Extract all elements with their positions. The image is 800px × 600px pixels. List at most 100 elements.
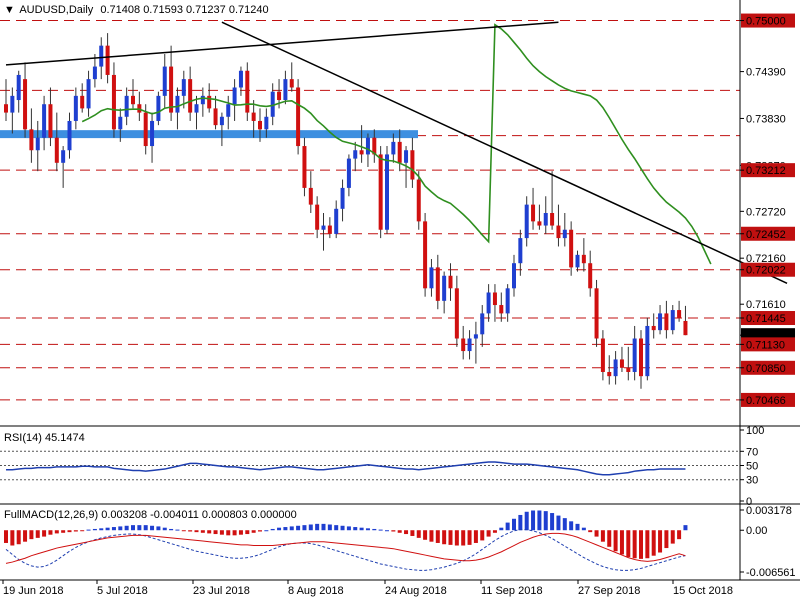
macd-bar-63: [404, 530, 409, 535]
price-panel[interactable]: [0, 0, 740, 424]
macd-bar-70: [448, 530, 453, 545]
candle-body-30: [194, 104, 199, 113]
macd-bar-68: [435, 530, 440, 543]
candle-body-69: [442, 275, 447, 301]
macd-bar-13: [86, 529, 91, 531]
level-price-box-13: [741, 360, 795, 375]
macd-bar-92: [588, 530, 593, 533]
macd-bar-79: [505, 522, 510, 531]
macd-bar-96: [613, 530, 618, 552]
macd-bar-90: [575, 523, 580, 531]
macd-bar-48: [308, 524, 313, 531]
support-resistance-lines: [0, 20, 740, 401]
candle-body-13: [86, 79, 91, 109]
macd-bar-56: [359, 527, 364, 531]
candle-body-42: [270, 91, 275, 117]
candle-body-49: [315, 204, 320, 230]
macd-bar-0: [4, 530, 8, 543]
price-label-1: 0.74390: [746, 67, 786, 79]
macd-bar-54: [346, 526, 351, 531]
candle-body-100: [639, 338, 643, 377]
candle-body-50: [321, 225, 326, 230]
candle-body-19: [124, 95, 129, 117]
candle-body-88: [562, 229, 567, 239]
candle-body-1: [10, 95, 15, 113]
macd-bar-64: [410, 530, 415, 536]
candle-body-63: [404, 150, 409, 163]
header-triangle: ▼: [4, 4, 15, 16]
candle-body-25: [162, 66, 167, 96]
candle-body-73: [467, 338, 472, 352]
candlesticks: [4, 33, 688, 389]
rsi-line: [6, 461, 686, 476]
macd-bar-17: [111, 527, 116, 531]
macd-bar-59: [378, 529, 383, 531]
candle-body-93: [594, 288, 599, 339]
candle-body-5: [35, 137, 40, 151]
candle-body-9: [61, 150, 66, 163]
candle-body-75: [480, 313, 485, 335]
candle-body-77: [492, 292, 497, 306]
macd-bar-4: [29, 530, 34, 540]
candle-body-87: [556, 225, 561, 239]
candle-body-24: [156, 95, 161, 121]
macd-bar-61: [391, 530, 396, 532]
price-label-10: 0.71445: [746, 313, 786, 325]
candle-body-82: [524, 204, 529, 239]
macd-bar-15: [99, 528, 104, 531]
date-label-7: 15 Oct 2018: [673, 585, 733, 597]
candle-body-40: [258, 120, 262, 130]
macd-axis-label-0: 0.003178: [746, 505, 792, 517]
candle-body-71: [454, 288, 459, 339]
candle-body-0: [4, 104, 8, 113]
macd-bar-28: [181, 530, 186, 532]
macd-bar-105: [670, 530, 675, 544]
price-label-13: 0.70850: [746, 363, 786, 375]
macd-bar-87: [556, 515, 561, 531]
macd-bar-39: [251, 530, 256, 533]
candle-body-51: [327, 225, 332, 234]
candle-body-90: [575, 254, 580, 268]
macd-bar-81: [518, 514, 523, 531]
candle-body-58: [372, 137, 377, 155]
macd-bar-100: [639, 530, 643, 559]
candle-body-22: [143, 112, 148, 147]
candle-body-44: [283, 79, 288, 101]
macd-bar-9: [61, 530, 66, 533]
candle-body-83: [531, 204, 536, 222]
rsi-axis-label-4: 0: [746, 496, 752, 508]
macd-bar-36: [232, 530, 237, 536]
candle-body-65: [416, 179, 421, 222]
candle-body-57: [365, 137, 370, 155]
candle-body-31: [200, 95, 205, 105]
candle-body-95: [607, 371, 612, 377]
macd-bar-8: [54, 530, 59, 534]
price-label-12: 0.71130: [746, 339, 785, 351]
macd-bar-98: [626, 530, 631, 557]
macd-bar-83: [531, 510, 536, 531]
macd-bar-42: [270, 528, 275, 531]
candle-body-16: [105, 45, 110, 75]
macd-bar-93: [594, 530, 599, 537]
macd-bar-16: [105, 527, 110, 531]
candle-body-12: [80, 95, 85, 109]
candle-body-68: [435, 267, 440, 301]
candle-body-37: [238, 70, 243, 88]
candle-body-84: [537, 221, 542, 226]
macd-bar-66: [423, 530, 428, 540]
supply-zone-rect: [0, 130, 418, 139]
trendline-upper: [5, 21, 559, 66]
price-axis: 0.750000.743900.738300.732700.732120.727…: [740, 13, 795, 407]
macd-bar-71: [454, 530, 459, 546]
macd-bar-67: [429, 530, 434, 542]
candle-body-56: [359, 150, 364, 155]
macd-bar-34: [219, 530, 224, 535]
date-label-4: 24 Aug 2018: [385, 585, 447, 597]
ohlc-values: 0.71408 0.71593 0.71237 0.71240: [100, 4, 268, 16]
candle-body-66: [423, 221, 428, 289]
macd-bar-57: [365, 528, 370, 531]
macd-bar-6: [42, 530, 47, 537]
ma-line: [81, 23, 712, 265]
macd-bar-75: [480, 530, 485, 541]
price-label-4: 0.73212: [746, 165, 786, 177]
